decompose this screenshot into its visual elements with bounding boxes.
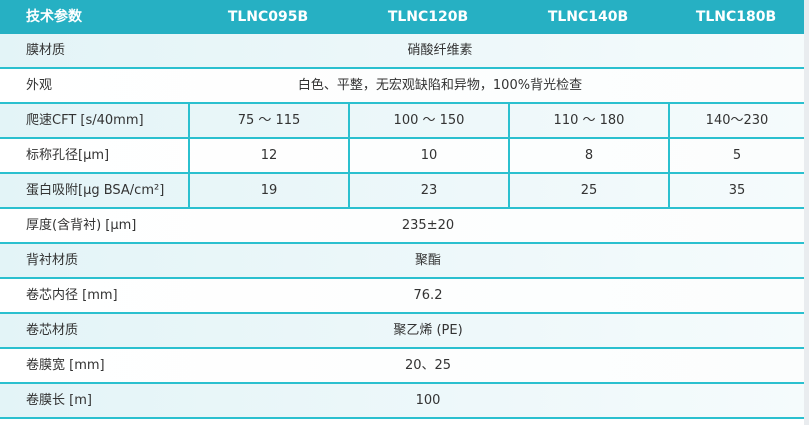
row-cell: 35 [668, 174, 804, 207]
row-value: 20、25 [404, 358, 452, 373]
table-row: 卷芯内径 [mm] 76.2 [0, 279, 804, 314]
table-row: 膜材质 硝酸纤维素 [0, 34, 804, 69]
row-label: 爬速CFT [s/40mm] [26, 113, 144, 128]
page-edge [804, 0, 809, 425]
row-label: 卷膜长 [m] [26, 393, 92, 408]
row-value: 聚酯 [414, 253, 441, 268]
row-label: 厚度(含背衬) [μm] [26, 218, 137, 233]
row-label: 卷膜宽 [mm] [26, 358, 105, 373]
row-value: 100 [415, 393, 441, 408]
row-cell: 12 [188, 139, 348, 172]
row-label: 蛋白吸附[μg BSA/cm²] [26, 183, 165, 198]
row-cell: 5 [668, 139, 804, 172]
table-row: 卷膜长 [m] 100 [0, 384, 804, 419]
row-value: 聚乙烯 (PE) [393, 323, 463, 338]
row-value: 76.2 [413, 288, 443, 303]
header-model: TLNC140B [547, 9, 629, 25]
table-row: 标称孔径[μm] 12 10 8 5 [0, 139, 804, 174]
row-label: 卷芯材质 [26, 323, 79, 338]
table-row: 外观 白色、平整，无宏观缺陷和异物，100%背光检查 [0, 69, 804, 104]
row-cell: 23 [348, 174, 508, 207]
table-row: 卷芯材质 聚乙烯 (PE) [0, 314, 804, 349]
row-label: 标称孔径[μm] [26, 148, 110, 163]
row-value: 235±20 [401, 218, 455, 233]
row-cell: 110 ～ 180 [508, 104, 668, 137]
row-cell: 140～230 [668, 104, 804, 137]
row-label: 背衬材质 [26, 253, 79, 268]
row-cell: 75 ～ 115 [188, 104, 348, 137]
row-label: 卷芯内径 [mm] [26, 288, 118, 303]
table-row: 卷膜宽 [mm] 20、25 [0, 349, 804, 384]
row-cell: 25 [508, 174, 668, 207]
header-model: TLNC180B [695, 9, 777, 25]
table-header: 技术参数 TLNC095B TLNC120B TLNC140B TLNC180B [0, 0, 804, 34]
header-model: TLNC095B [227, 9, 309, 25]
spec-table: 技术参数 TLNC095B TLNC120B TLNC140B TLNC180B… [0, 0, 804, 419]
row-value: 硝酸纤维素 [407, 43, 473, 58]
row-value: 白色、平整，无宏观缺陷和异物，100%背光检查 [297, 78, 583, 93]
header-param: 技术参数 [26, 9, 82, 25]
row-cell: 100 ～ 150 [348, 104, 508, 137]
row-label: 外观 [26, 78, 53, 93]
row-cell: 19 [188, 174, 348, 207]
table-row: 背衬材质 聚酯 [0, 244, 804, 279]
row-cell: 10 [348, 139, 508, 172]
header-model: TLNC120B [387, 9, 469, 25]
table-row: 蛋白吸附[μg BSA/cm²] 19 23 25 35 [0, 174, 804, 209]
table-row: 厚度(含背衬) [μm] 235±20 [0, 209, 804, 244]
row-label: 膜材质 [26, 43, 66, 58]
table-row: 爬速CFT [s/40mm] 75 ～ 115 100 ～ 150 110 ～ … [0, 104, 804, 139]
row-cell: 8 [508, 139, 668, 172]
